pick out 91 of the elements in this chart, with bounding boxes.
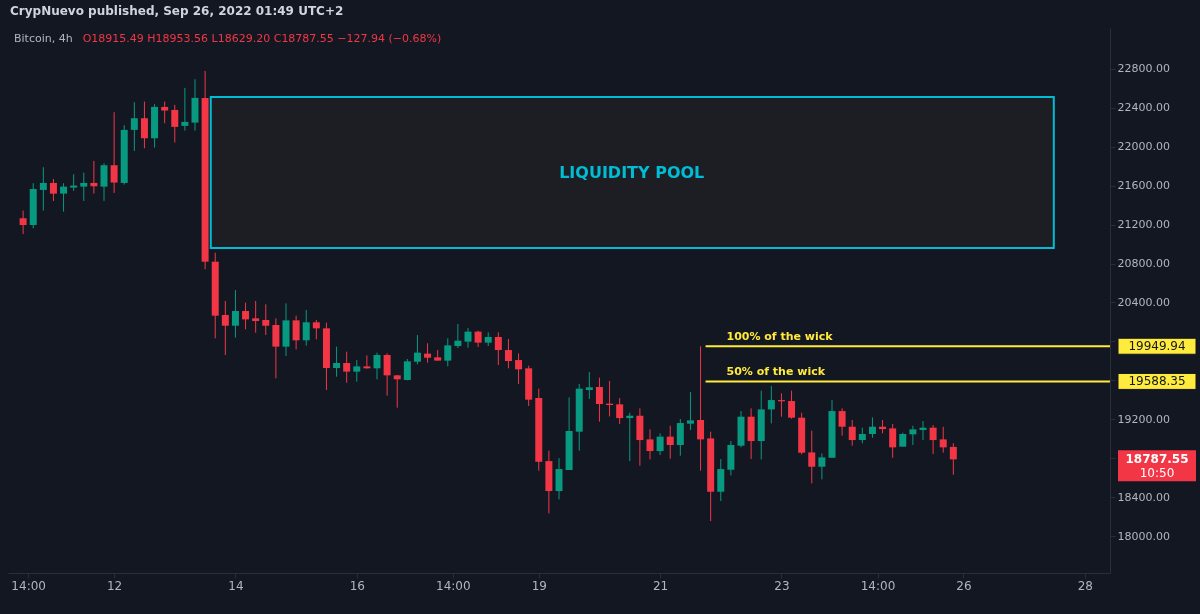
candlestick [444, 337, 452, 367]
x-tick-label: 12 [106, 578, 123, 593]
candlestick [90, 160, 98, 195]
candlestick [171, 104, 179, 144]
annotation: O18915.49 H18953.56 L18629.20 C18787.55 −127.94 (−0.68%) [82, 32, 442, 45]
candlestick [60, 182, 68, 213]
x-tick-label: 19 [531, 578, 547, 593]
y-tick-label: 22400.00 [1117, 101, 1170, 115]
y-tick-label: 20800.00 [1117, 257, 1170, 271]
candlestick [302, 309, 310, 347]
ref-line-label: 50% of the wick [726, 365, 826, 379]
candlestick [555, 457, 563, 500]
candlestick [272, 317, 280, 379]
candlestick [333, 346, 341, 378]
y-tick-label: 22000.00 [1117, 140, 1170, 154]
text: 18787.55 [1125, 452, 1189, 467]
y-tick-label: 21200.00 [1117, 218, 1170, 232]
candlestick [767, 385, 775, 424]
candlestick [130, 101, 138, 152]
candlestick [848, 419, 856, 447]
candlestick [100, 162, 108, 202]
candlestick [656, 432, 664, 456]
text: 19949.94 [1128, 339, 1186, 354]
candlestick [363, 354, 371, 370]
candlestick [494, 331, 502, 366]
candlestick [616, 397, 624, 425]
candlestick [161, 101, 169, 124]
x-tick-label: 26 [956, 578, 972, 593]
candlestick [697, 345, 705, 472]
x-tick-label: 23 [774, 578, 790, 593]
candlestick [373, 352, 381, 380]
x-tick-label: 14 [228, 578, 244, 593]
y-tick-label: 21600.00 [1117, 179, 1170, 193]
candlestick [788, 390, 796, 420]
candlestick [808, 430, 816, 484]
candlestick [343, 351, 351, 384]
candlestick [383, 352, 391, 397]
candlestick [242, 302, 250, 330]
candlestick [868, 416, 876, 439]
y-tick-label: 18400.00 [1117, 490, 1170, 504]
candlestick [424, 342, 432, 364]
chart-title: Bitcoin, 4h [14, 32, 73, 45]
y-tick-label: 19200.00 [1117, 412, 1170, 426]
candlestick [353, 359, 361, 383]
x-tick-label: 21 [652, 578, 669, 593]
candlestick [464, 327, 472, 349]
x-tick-label: 14:00 [11, 578, 46, 593]
candlestick [646, 428, 654, 460]
text: 10:50 [1139, 466, 1175, 481]
candlestick [413, 334, 421, 365]
text: 19588.35 [1128, 374, 1186, 389]
candlestick [717, 458, 725, 502]
candlestick [515, 352, 523, 385]
candlestick [231, 289, 239, 339]
candlestick [49, 178, 57, 202]
y-tick-label: 20400.00 [1117, 295, 1170, 309]
x-tick-label: 16 [349, 578, 365, 593]
candlestick [909, 425, 917, 446]
candlestick [929, 424, 937, 455]
candlestick [312, 319, 320, 340]
candlestick [676, 418, 684, 457]
candlestick [393, 374, 401, 409]
band-label: LIQUIDITY POOL [559, 162, 705, 182]
candlestick [19, 210, 27, 235]
candlestick [818, 452, 826, 480]
candlestick [595, 377, 603, 423]
candlestick [80, 172, 88, 202]
candlestick [252, 300, 260, 334]
candlestick [504, 338, 512, 369]
x-tick-label: 14:00 [860, 578, 896, 593]
candlestick [939, 426, 947, 454]
y-tick-label: 18000.00 [1117, 529, 1170, 543]
text: CrypNuevo published, Sep 26, 2022 01:49 UTC+2 [10, 4, 344, 18]
x-tick-label: 14:00 [436, 578, 471, 593]
candlestick [454, 323, 462, 349]
candlestick [838, 407, 846, 437]
candlestick [686, 391, 694, 431]
candlestick [221, 300, 229, 356]
candlestick [262, 303, 270, 336]
candlestick [949, 442, 957, 476]
candlestick [666, 425, 674, 460]
candlestick [110, 111, 118, 194]
candlestick [292, 315, 300, 350]
candlestick [39, 166, 47, 212]
candlestick [140, 101, 148, 149]
candlestick [889, 423, 897, 459]
candlestick [585, 371, 593, 400]
y-tick-label: 22800.00 [1117, 62, 1170, 76]
x-tick-label: 28 [1077, 578, 1093, 593]
candlestick [181, 87, 189, 132]
ref-line-label: 100% of the wick [726, 330, 834, 344]
